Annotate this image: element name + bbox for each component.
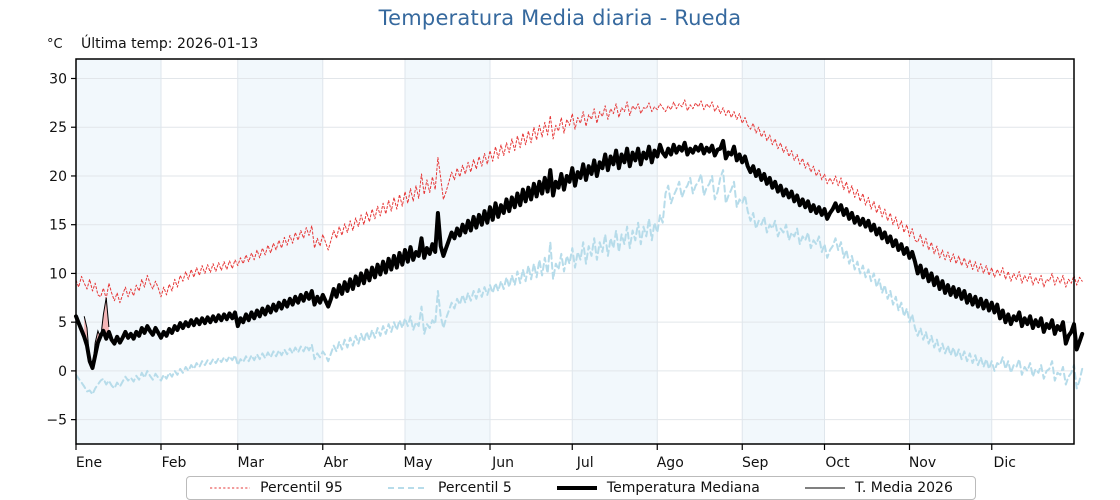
y-tick-label: 25 (49, 120, 67, 136)
legend-item-percentil-95[interactable]: Percentil 95 (205, 480, 347, 496)
y-tick-label: 5 (58, 315, 67, 331)
series-t-media-2026 (83, 297, 110, 370)
legend-label: Percentil 5 (437, 480, 512, 496)
y-tick-label: −5 (46, 413, 67, 429)
y-tick-label: 30 (49, 71, 67, 87)
x-tick-label-sep: Sep (742, 455, 769, 471)
legend-swatch (804, 487, 845, 489)
y-axis-unit-label: °C (47, 37, 63, 52)
x-tick-label-jun: Jun (491, 455, 514, 471)
x-tick-label-may: May (404, 455, 433, 471)
last-temp-label: Última temp: 2026-01-13 (81, 36, 259, 52)
legend-item-percentil-5[interactable]: Percentil 5 (383, 480, 516, 496)
x-tick-label-ene: Ene (76, 455, 102, 471)
x-tick-label-mar: Mar (238, 455, 265, 471)
month-band (237, 59, 323, 444)
legend-item-t-media-2026[interactable]: T. Media 2026 (800, 480, 957, 496)
legend-swatch (556, 486, 597, 490)
x-tick-label-feb: Feb (162, 455, 187, 471)
y-tick-label: 0 (58, 364, 67, 380)
plot-frame (75, 58, 1075, 445)
month-band (76, 59, 161, 444)
legend-label: Percentil 95 (260, 480, 343, 496)
legend-label: Temperatura Mediana (606, 480, 760, 496)
x-tick-label-dic: Dic (994, 455, 1016, 471)
legend-swatch (387, 487, 428, 489)
page-title: Temperatura Media diaria - Rueda (378, 6, 742, 30)
series-temperatura-mediana (74, 138, 1085, 370)
x-tick-label-ago: Ago (657, 455, 684, 471)
chart-legend: Percentil 95 Percentil 5 Temperatura Media… (186, 476, 976, 500)
y-tick-label: 20 (49, 169, 67, 185)
month-band (742, 59, 825, 444)
legend-item-temperatura-mediana[interactable]: Temperatura Mediana (552, 480, 764, 496)
x-tick-label-nov: Nov (909, 455, 936, 471)
month-band (909, 59, 992, 444)
x-tick-label-abr: Abr (324, 455, 348, 471)
y-tick-label: 10 (49, 266, 67, 282)
x-tick-label-jul: Jul (576, 455, 594, 471)
y-tick-label: 15 (49, 218, 67, 234)
x-tick-label-oct: Oct (825, 455, 850, 471)
legend-swatch (210, 487, 251, 489)
legend-label: T. Media 2026 (854, 480, 953, 496)
series-percentil-5 (75, 169, 1084, 396)
series-percentil-95 (75, 99, 1083, 304)
